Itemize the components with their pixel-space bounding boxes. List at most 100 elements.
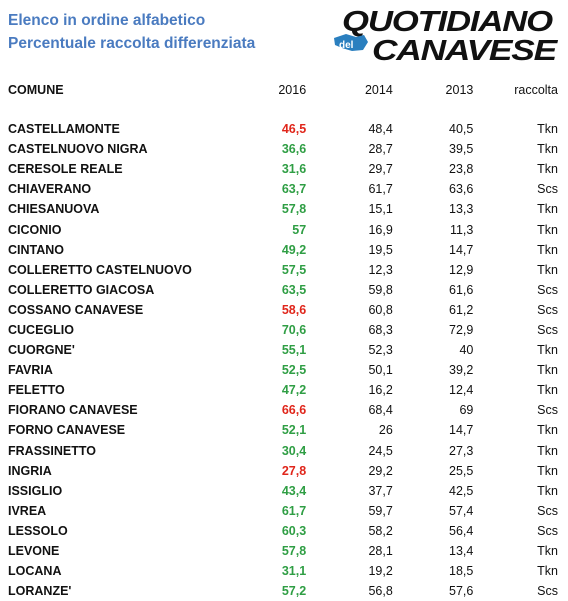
comune-cell: CUORGNE': [8, 343, 75, 358]
comune-cell: FIORANO CANAVESE: [8, 403, 138, 418]
value-2014-cell: 28,1: [368, 544, 393, 559]
table-header-row: COMUNE 2016 2014 2013 raccolta: [8, 80, 558, 100]
value-2014-cell: 60,8: [368, 302, 393, 317]
table-row: FORNO CANAVESE 52,1 26 14,7 Tkn: [8, 420, 558, 440]
comune-cell: LOCANA: [8, 564, 62, 579]
table-row: LEVONE 57,8 28,1 13,4 Tkn: [8, 541, 558, 561]
value-2014-cell: 19,2: [368, 564, 393, 579]
value-2016-cell: 63,5: [281, 282, 307, 297]
value-2013-cell: 27,3: [449, 443, 474, 458]
table-row: CHIAVERANO 63,7 61,7 63,6 Scs: [8, 179, 558, 199]
value-2014-cell: 52,3: [368, 343, 393, 358]
value-2013-cell: 57,4: [449, 503, 474, 518]
value-2013-cell: 39,5: [449, 142, 474, 157]
value-2014-cell: 26: [378, 423, 393, 438]
raccolta-cell: Tkn: [537, 162, 558, 177]
value-2016-cell: 60,3: [281, 523, 307, 538]
value-2013-cell: 14,7: [449, 242, 474, 257]
value-2013-cell: 14,7: [449, 423, 474, 438]
table-row: ISSIGLIO 43,4 37,7 42,5 Tkn: [8, 481, 558, 501]
column-header-comune: COMUNE: [8, 83, 64, 97]
heading-line-1: Elenco in ordine alfabetico: [8, 12, 206, 29]
comune-cell: COLLERETTO GIACOSA: [8, 282, 155, 297]
table-row: FIORANO CANAVESE 66,6 68,4 69 Scs: [8, 400, 558, 420]
value-2013-cell: 72,9: [449, 322, 474, 337]
raccolta-cell: Scs: [537, 584, 558, 599]
raccolta-cell: Tkn: [537, 202, 558, 217]
comune-cell: LEVONE: [8, 544, 60, 559]
column-header-raccolta: raccolta: [514, 83, 558, 97]
value-2016-cell: 57,8: [281, 544, 307, 559]
comune-cell: IVREA: [8, 503, 47, 518]
recycling-table: COMUNE 2016 2014 2013 raccolta CASTELLAM…: [8, 80, 558, 601]
value-2014-cell: 59,7: [368, 503, 393, 518]
comune-cell: FAVRIA: [8, 363, 53, 378]
value-2016-cell: 57,5: [281, 262, 307, 277]
piedmont-map-icon: [334, 34, 368, 51]
value-2014-cell: 19,5: [368, 242, 393, 257]
value-2016-cell: 61,7: [281, 503, 307, 518]
comune-cell: CASTELLAMONTE: [8, 122, 120, 137]
raccolta-cell: Tkn: [537, 122, 558, 137]
value-2013-cell: 63,6: [449, 182, 474, 197]
value-2016-cell: 36,6: [281, 142, 307, 157]
value-2016-cell: 47,2: [281, 383, 307, 398]
value-2014-cell: 15,1: [368, 202, 393, 217]
table-row: CICONIO 57 16,9 11,3 Tkn: [8, 219, 558, 239]
value-2014-cell: 16,9: [368, 222, 393, 237]
raccolta-cell: Tkn: [537, 383, 558, 398]
table-row: CUCEGLIO 70,6 68,3 72,9 Scs: [8, 320, 558, 340]
table-row: FELETTO 47,2 16,2 12,4 Tkn: [8, 380, 558, 400]
value-2014-cell: 59,8: [368, 282, 393, 297]
comune-cell: LESSOLO: [8, 523, 68, 538]
heading: Elenco in ordine alfabetico Percentuale …: [8, 9, 255, 55]
raccolta-cell: Tkn: [537, 544, 558, 559]
value-2016-cell: 49,2: [281, 242, 307, 257]
table-row: COLLERETTO CASTELNUOVO 57,5 12,3 12,9 Tkn: [8, 260, 558, 280]
table-row: LOCANA 31,1 19,2 18,5 Tkn: [8, 561, 558, 581]
comune-cell: CUCEGLIO: [8, 322, 74, 337]
raccolta-cell: Tkn: [537, 142, 558, 157]
value-2014-cell: 48,4: [368, 122, 393, 137]
value-2016-cell: 63,7: [281, 182, 307, 197]
value-2013-cell: 40: [459, 343, 474, 358]
value-2016-cell: 57: [292, 222, 307, 237]
value-2014-cell: 50,1: [368, 363, 393, 378]
value-2016-cell: 30,4: [281, 443, 307, 458]
table-row: CASTELLAMONTE 46,5 48,4 40,5 Tkn: [8, 119, 558, 139]
value-2014-cell: 28,7: [368, 142, 393, 157]
raccolta-cell: Scs: [537, 403, 558, 418]
column-header-2014: 2014: [364, 83, 393, 97]
comune-cell: CHIESANUOVA: [8, 202, 100, 217]
logo-small-word: del: [339, 40, 354, 51]
comune-cell: COSSANO CANAVESE: [8, 302, 144, 317]
value-2013-cell: 23,8: [449, 162, 474, 177]
value-2016-cell: 46,5: [281, 122, 307, 137]
value-2013-cell: 40,5: [449, 122, 474, 137]
comune-cell: CASTELNUOVO NIGRA: [8, 142, 148, 157]
value-2014-cell: 24,5: [368, 443, 393, 458]
value-2014-cell: 58,2: [368, 523, 393, 538]
table-row: CINTANO 49,2 19,5 14,7 Tkn: [8, 240, 558, 260]
table-body: CASTELLAMONTE 46,5 48,4 40,5 Tkn CASTELNUOVO …: [8, 119, 558, 601]
comune-cell: FORNO CANAVESE: [8, 423, 126, 438]
value-2014-cell: 68,3: [368, 322, 393, 337]
value-2014-cell: 29,2: [368, 463, 393, 478]
table-row: CHIESANUOVA 57,8 15,1 13,3 Tkn: [8, 199, 558, 219]
comune-cell: COLLERETTO CASTELNUOVO: [8, 262, 192, 277]
logo-word-1: QUOTIDIANO: [342, 6, 554, 38]
comune-cell: CERESOLE REALE: [8, 162, 123, 177]
raccolta-cell: Scs: [537, 523, 558, 538]
column-header-2013: 2013: [445, 83, 474, 97]
raccolta-cell: Tkn: [537, 242, 558, 257]
value-2016-cell: 27,8: [281, 463, 307, 478]
value-2014-cell: 12,3: [368, 262, 393, 277]
raccolta-cell: Scs: [537, 322, 558, 337]
value-2016-cell: 66,6: [281, 403, 307, 418]
table-row: FRASSINETTO 30,4 24,5 27,3 Tkn: [8, 441, 558, 461]
value-2013-cell: 61,6: [449, 282, 474, 297]
header-spacer: [8, 100, 558, 119]
value-2016-cell: 52,5: [281, 363, 307, 378]
comune-cell: FRASSINETTO: [8, 443, 96, 458]
table-row: FAVRIA 52,5 50,1 39,2 Tkn: [8, 360, 558, 380]
